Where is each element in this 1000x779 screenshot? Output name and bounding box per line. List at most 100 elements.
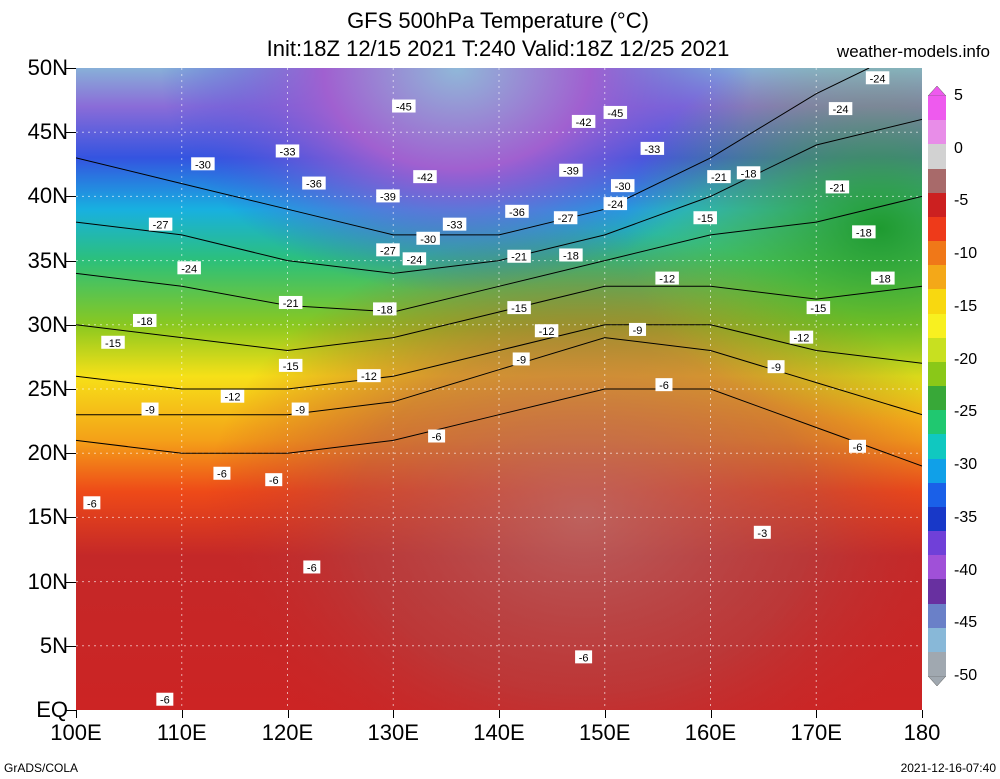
svg-text:-15: -15 xyxy=(511,303,527,315)
contour-label: -21 xyxy=(507,249,531,264)
colorbar-swatch xyxy=(928,555,946,580)
colorbar-label: -35 xyxy=(954,508,978,526)
svg-text:-6: -6 xyxy=(160,695,170,707)
contour-label: -9 xyxy=(767,360,785,374)
colorbar-label: -40 xyxy=(954,561,978,579)
contour-label: -12 xyxy=(655,271,679,286)
lat-label: EQ xyxy=(36,697,68,722)
colorbar-swatch xyxy=(928,289,946,314)
contour-label: -33 xyxy=(640,141,665,156)
isotherm-line xyxy=(76,285,922,352)
svg-text:-18: -18 xyxy=(741,168,757,180)
contour-label: -6 xyxy=(83,496,101,510)
contour-label: -6 xyxy=(265,473,283,487)
lon-tick xyxy=(76,710,77,718)
contour-label: -6 xyxy=(428,429,446,444)
svg-text:-6: -6 xyxy=(87,498,97,510)
svg-text:-21: -21 xyxy=(829,182,845,194)
svg-text:-36: -36 xyxy=(509,207,525,219)
contour-label: -39 xyxy=(376,189,400,203)
contour-label: -9 xyxy=(512,352,530,366)
lat-label: 40N xyxy=(27,183,68,209)
contour-label: -15 xyxy=(693,211,717,225)
colorbar-label: -5 xyxy=(954,192,969,210)
contour-label: -36 xyxy=(302,176,326,191)
colorbar-swatch xyxy=(928,241,946,266)
contour-label: -36 xyxy=(505,204,529,219)
contour-label: -21 xyxy=(278,295,303,310)
svg-text:-30: -30 xyxy=(615,181,631,193)
lat-tick xyxy=(66,517,76,519)
svg-text:-24: -24 xyxy=(406,254,422,266)
svg-text:-9: -9 xyxy=(633,325,643,337)
contour-label: -18 xyxy=(373,302,397,316)
svg-text:-3: -3 xyxy=(757,528,767,540)
svg-text:-21: -21 xyxy=(283,298,299,310)
contour-label: -27 xyxy=(869,68,885,69)
contour-label: -12 xyxy=(220,389,245,404)
colorbar-swatch xyxy=(928,651,946,677)
contour-label: -21 xyxy=(707,170,731,184)
contour-label: -45 xyxy=(392,99,416,114)
contour-label: -18 xyxy=(132,313,157,328)
contour-label: -30 xyxy=(191,157,215,171)
colorbar-label: -50 xyxy=(954,667,978,684)
svg-text:-12: -12 xyxy=(225,392,241,404)
lat-label: 30N xyxy=(27,311,68,337)
colorbar-swatch xyxy=(928,627,946,653)
svg-text:-9: -9 xyxy=(516,354,526,366)
colorbar-swatch xyxy=(928,192,946,218)
svg-text:-33: -33 xyxy=(447,220,463,232)
svg-text:-27: -27 xyxy=(380,245,396,257)
colorbar-label: 0 xyxy=(954,139,963,157)
colorbar-label: -10 xyxy=(954,245,978,263)
contour-label: -15 xyxy=(278,358,303,373)
contour-label: -24 xyxy=(603,197,628,211)
svg-text:-6: -6 xyxy=(217,469,227,481)
svg-text:-12: -12 xyxy=(539,326,555,338)
contour-label: -18 xyxy=(736,166,761,180)
colorbar-label: -30 xyxy=(954,456,978,474)
lat-tick xyxy=(66,68,76,69)
colorbar-swatch xyxy=(928,144,946,169)
contour-label: -15 xyxy=(507,301,531,315)
svg-text:-24: -24 xyxy=(181,263,197,275)
lat-label: 45N xyxy=(27,119,68,145)
colorbar-swatch xyxy=(928,120,946,145)
colorbar-label: -15 xyxy=(954,297,978,315)
colorbar-swatch xyxy=(928,361,946,387)
contour-label: -24 xyxy=(177,261,201,275)
colorbar-label: -25 xyxy=(954,403,978,421)
svg-text:-27: -27 xyxy=(869,68,885,69)
svg-text:-39: -39 xyxy=(380,191,396,203)
lat-tick xyxy=(66,453,76,455)
lat-label: 10N xyxy=(27,568,68,594)
lat-tick xyxy=(66,196,76,198)
contour-label: -42 xyxy=(413,170,437,184)
svg-text:-33: -33 xyxy=(644,144,660,156)
lon-tick xyxy=(922,710,923,718)
contour-label: -12 xyxy=(789,330,814,345)
colorbar-swatch xyxy=(928,265,946,290)
svg-text:-6: -6 xyxy=(659,380,669,392)
lat-label: 20N xyxy=(27,440,68,466)
contour-label: -27 xyxy=(553,211,578,225)
colorbar-swatch xyxy=(928,482,946,508)
colorbar-swatch xyxy=(928,434,946,459)
contour-label: -9 xyxy=(291,402,309,417)
svg-text:-24: -24 xyxy=(870,73,886,85)
contour-label: -45 xyxy=(603,105,628,120)
lon-label: 100E xyxy=(50,720,102,745)
svg-text:-36: -36 xyxy=(306,179,322,191)
contour-label: -21 xyxy=(825,180,850,194)
contour-label: -30 xyxy=(416,231,440,246)
contour-label: -12 xyxy=(534,324,559,338)
contour-label: -18 xyxy=(871,271,895,286)
colorbar-swatch xyxy=(928,96,946,121)
contour-label: -6 xyxy=(575,650,593,664)
contour-label: -24 xyxy=(828,102,853,116)
temperature-map: -45 -45 -42 -42 -39 -39 -36 -36 -33 -33 -33 -30 -30 -… xyxy=(76,68,922,710)
svg-text:-12: -12 xyxy=(659,274,675,286)
contour-label: -6 xyxy=(848,439,866,454)
contour-label: -9 xyxy=(141,402,159,417)
